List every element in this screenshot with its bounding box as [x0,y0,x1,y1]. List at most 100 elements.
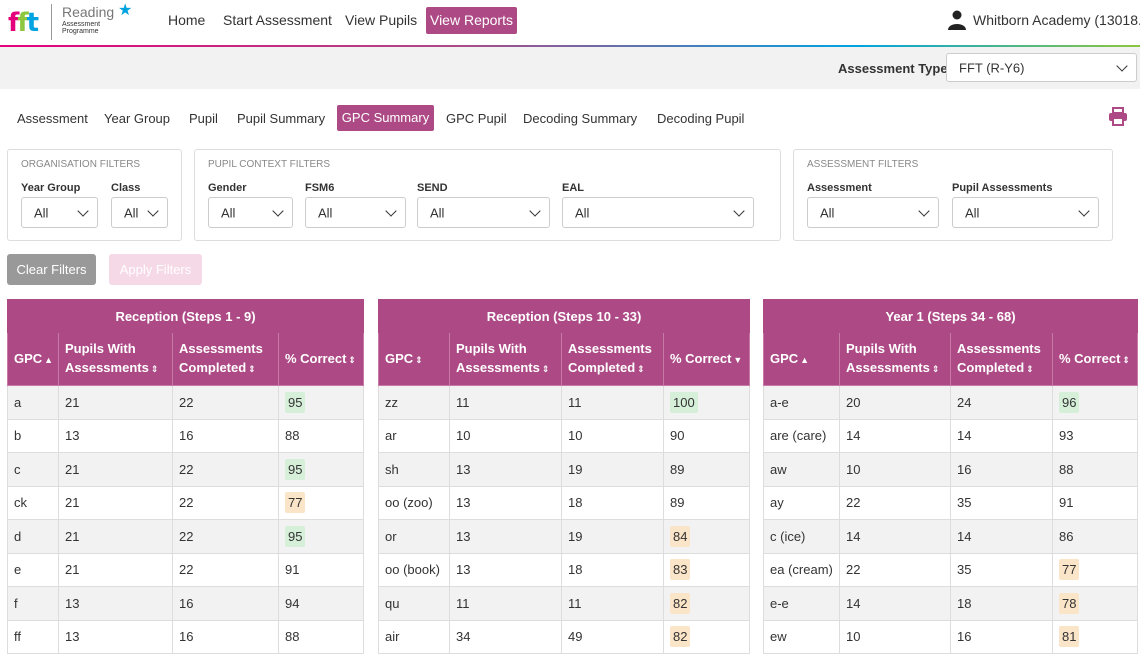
chevron-down-icon [77,204,89,217]
assessment-type-bar: Assessment Type FFT (R-Y6) [0,47,1140,89]
pupil-assessments-filter-label: Pupil Assessments [952,182,1053,194]
pupils-cell: 21 [58,452,173,487]
gpc-cell: a-e [763,385,840,420]
school-name[interactable]: Whitborn Academy (13018... [973,12,1140,28]
percent-badge: 77 [285,492,306,514]
percent-correct-cell: 90 [662,418,751,453]
table-row: e-e 14 18 78 [763,586,1139,621]
percent-badge: 83 [670,559,691,581]
tab-year-group[interactable]: Year Group [104,111,171,126]
pupils-cell: 21 [58,385,173,420]
gpc-cell: oo (book) [378,552,450,587]
sort-icon: ⇕ [931,364,940,374]
completed-cell: 18 [950,586,1053,621]
tab-pupil[interactable]: Pupil [189,111,218,126]
column-header-assessments-completed[interactable]: Assessments Completed ⇕ [950,332,1053,386]
fft-logo[interactable]: fft Reading ★ Assessment Programme [8,2,132,40]
percent-badge: 82 [670,592,691,614]
column-header-gpc[interactable]: GPC ▲ [763,332,840,386]
table-title: Reception (Steps 10 - 33) [377,299,751,333]
tab-decoding-summary[interactable]: Decoding Summary [523,111,638,126]
column-header-gpc[interactable]: GPC ⇕ [378,332,450,386]
assessment-type-select[interactable]: FFT (R-Y6) [946,53,1137,82]
pupil-assessments-filter-select[interactable]: All [952,197,1099,228]
pupils-cell: 13 [58,619,173,654]
column-header-gpc[interactable]: GPC ▲ [7,332,59,386]
pupils-cell: 13 [449,452,562,487]
pupils-cell: 22 [839,552,951,587]
pupils-cell: 34 [449,619,562,654]
percent-badge: 82 [670,626,691,648]
top-navbar: fft Reading ★ Assessment Programme Home … [0,0,1140,45]
completed-cell: 11 [561,586,664,621]
gpc-cell: oo (zoo) [378,485,450,520]
column-header-assessments-completed[interactable]: Assessments Completed ⇕ [561,332,664,386]
tab-gpc-summary[interactable]: GPC Summary [337,105,434,131]
column-header-percent-correct[interactable]: % Correct ⇕ [277,332,365,386]
clear-filters-button[interactable]: Clear Filters [7,254,96,285]
tab-decoding-pupil[interactable]: Decoding Pupil [657,111,745,126]
nav-start-assessment[interactable]: Start Assessment [223,12,332,28]
logo-product-subtitle: Assessment Programme [62,21,101,35]
nav-home[interactable]: Home [168,12,206,28]
nav-view-pupils[interactable]: View Pupils [345,12,418,28]
table-row: oo (zoo) 13 18 89 [378,485,751,520]
assessment-filters-panel: Assessment Filters Assessment All Pupil … [793,149,1113,241]
table-row: ea (cream) 22 35 77 [763,552,1139,587]
chevron-down-icon [147,204,159,217]
completed-cell: 14 [950,418,1053,453]
eal-filter-select[interactable]: All [562,197,754,228]
table-row: c (ice) 14 14 86 [763,519,1139,554]
table-row: f 13 16 94 [7,586,365,621]
tab-assessment[interactable]: Assessment [17,111,88,126]
class-filter-select[interactable]: All [111,197,168,228]
chevron-down-icon [918,204,930,217]
gpc-cell: c (ice) [763,519,840,554]
gpc-cell: ea (cream) [763,552,840,587]
completed-cell: 22 [172,385,279,420]
percent-correct-cell: 84 [662,519,751,554]
apply-filters-button[interactable]: Apply Filters [109,254,202,285]
star-icon: ★ [118,2,133,19]
completed-cell: 16 [172,586,279,621]
sort-icon: ⇕ [150,364,159,374]
completed-cell: 19 [561,452,664,487]
gpc-summary-table: Year 1 (Steps 34 - 68) GPC ▲ Pupils With A… [762,299,1139,654]
pupils-cell: 13 [58,586,173,621]
completed-cell: 35 [950,552,1053,587]
percent-correct-cell: 95 [277,452,365,487]
pupils-cell: 21 [58,485,173,520]
nav-view-reports[interactable]: View Reports [426,7,517,34]
assessment-filter-select[interactable]: All [807,197,939,228]
pupils-cell: 13 [449,552,562,587]
print-icon[interactable] [1108,107,1128,127]
pupils-cell: 13 [449,519,562,554]
completed-cell: 49 [561,619,664,654]
column-header-percent-correct[interactable]: % Correct ▼ [662,332,751,386]
pupil-context-filters-title: Pupil Context Filters [208,159,331,170]
tab-gpc-pupil[interactable]: GPC Pupil [446,111,507,126]
gpc-cell: ar [378,418,450,453]
column-header-pupils-with-assessments[interactable]: Pupils With Assessments ⇕ [58,332,173,386]
column-header-pupils-with-assessments[interactable]: Pupils With Assessments ⇕ [839,332,951,386]
send-filter-select[interactable]: All [417,197,550,228]
user-icon[interactable] [948,10,966,30]
percent-correct-cell: 86 [1051,519,1139,554]
chevron-down-icon [1116,59,1128,72]
table-row: d 21 22 95 [7,519,365,554]
column-header-percent-correct[interactable]: % Correct ⇕ [1051,332,1139,386]
percent-badge: 95 [285,391,306,413]
tab-pupil-summary[interactable]: Pupil Summary [237,111,326,126]
gender-filter-select[interactable]: All [208,197,293,228]
fsm6-filter-select[interactable]: All [305,197,406,228]
pupils-cell: 22 [839,485,951,520]
gpc-summary-table: Reception (Steps 1 - 9) GPC ▲ Pupils With… [6,299,365,654]
completed-cell: 22 [172,519,279,554]
gpc-cell: qu [378,586,450,621]
column-header-pupils-with-assessments[interactable]: Pupils With Assessments ⇕ [449,332,562,386]
percent-badge: 77 [1059,559,1080,581]
chevron-down-icon [272,204,284,217]
year-group-filter-select[interactable]: All [21,197,98,228]
sort-icon: ⇕ [415,354,423,365]
column-header-assessments-completed[interactable]: Assessments Completed ⇕ [172,332,279,386]
